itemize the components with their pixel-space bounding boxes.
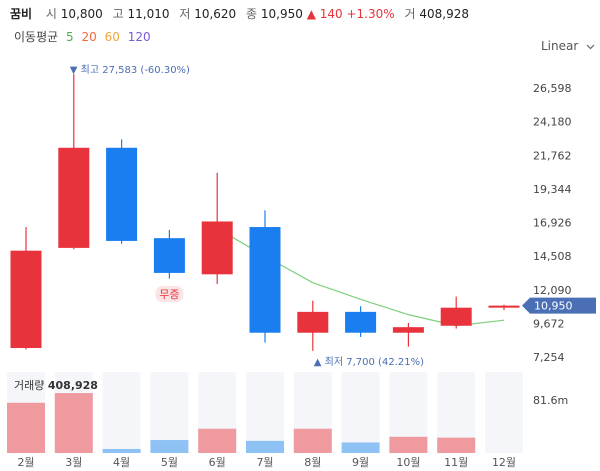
y-tick-label-7: 9,672: [533, 317, 565, 330]
moving-average-legend[interactable]: 이동평균 5 20 60 120: [14, 28, 155, 45]
volume-bg-9: [437, 372, 476, 453]
stock-name: 꿈비: [10, 7, 33, 21]
scale-label: Linear: [541, 39, 579, 53]
close-label: 종: [246, 7, 258, 21]
volume-panel-label: 거래량 408,928: [14, 379, 98, 392]
x-tick-label-10: 12월: [492, 456, 516, 469]
ma-20-label: 20: [81, 30, 97, 44]
volume-panel-value: 408,928: [48, 379, 98, 392]
candle-body-6: [297, 311, 329, 333]
candle-body-8: [392, 327, 424, 333]
chevron-down-icon: [586, 44, 595, 49]
volume-bar-7: [341, 442, 380, 453]
ma-120-label: 120: [127, 30, 151, 44]
high-value: 11,010: [127, 7, 170, 21]
volume-bar-2: [102, 448, 141, 453]
open-label: 시: [45, 7, 57, 21]
ma-60-label: 60: [104, 30, 120, 44]
low-value: 10,620: [194, 7, 237, 21]
y-tick-label-5: 14,508: [533, 250, 572, 263]
y-tick-label-0: 26,598: [533, 82, 572, 95]
y-tick-label-2: 21,762: [533, 149, 572, 162]
y-tick-label-8: 7,254: [533, 351, 565, 364]
volume-value: 408,928: [419, 7, 469, 21]
candle-body-4: [201, 221, 233, 275]
x-tick-label-1: 3월: [65, 456, 82, 469]
last-price-label: 10,950: [534, 300, 573, 313]
candle-body-0: [10, 250, 42, 349]
volume-bg-7: [341, 372, 380, 453]
y-tick-label-6: 12,090: [533, 284, 572, 297]
price-header: 꿈비 시 10,800 고 11,010 저 10,620 종 10,950 ▲…: [10, 5, 469, 22]
x-tick-label-0: 2월: [17, 456, 34, 469]
volume-bar-5: [246, 440, 284, 453]
volume-bg-5: [246, 372, 284, 453]
x-tick-label-6: 8월: [304, 456, 321, 469]
y-tick-label-4: 16,926: [533, 217, 572, 230]
scale-dropdown-button[interactable]: Linear: [541, 39, 595, 53]
y-tick-label-3: 19,344: [533, 183, 572, 196]
high-label: 고: [112, 7, 124, 21]
candle-body-1: [58, 147, 90, 248]
volume-bar-4: [198, 428, 237, 453]
volume-bar-3: [150, 440, 189, 453]
x-tick-label-5: 7월: [256, 456, 273, 469]
volume-tick-label: 81.6m: [533, 394, 568, 407]
volume-bg-2: [102, 372, 141, 453]
candle-body-7: [345, 311, 377, 333]
change-value: ▲ 140 +1.30%: [306, 7, 395, 21]
volume-bar-6: [293, 428, 332, 453]
mujeung-badge: [155, 286, 184, 302]
ma-5-label: 5: [66, 30, 74, 44]
volume-bar-9: [437, 437, 476, 453]
close-value: 10,950: [260, 7, 303, 21]
volume-bar-1: [54, 393, 93, 453]
x-tick-label-9: 11월: [444, 456, 468, 469]
x-tick-label-4: 6월: [209, 456, 226, 469]
volume-label: 거: [404, 7, 416, 21]
candle-body-2: [106, 147, 138, 241]
ma-legend-title: 이동평균: [14, 30, 59, 44]
x-tick-label-2: 4월: [113, 456, 130, 469]
x-tick-label-7: 9월: [352, 456, 369, 469]
high-annotation: ▼ 최고 27,583 (-60.30%): [70, 64, 190, 76]
volume-bar-0: [7, 402, 45, 453]
candle-body-9: [440, 307, 472, 326]
volume-bg-3: [150, 372, 189, 453]
mujeung-label: 무증: [159, 288, 179, 301]
y-tick-label-1: 24,180: [533, 116, 572, 129]
candle-body-10: [488, 305, 520, 308]
candle-body-5: [249, 227, 281, 333]
volume-bg-10: [485, 372, 523, 453]
volume-bar-8: [389, 436, 428, 453]
low-annotation: ▲ 최저 7,700 (42.21%): [314, 356, 424, 368]
candle-body-3: [153, 238, 185, 273]
open-value: 10,800: [60, 7, 103, 21]
x-tick-label-3: 5월: [161, 456, 178, 469]
volume-bg-8: [389, 372, 428, 453]
low-label: 저: [179, 7, 191, 21]
x-tick-label-8: 10월: [396, 456, 420, 469]
last-price-tag: [522, 297, 596, 314]
